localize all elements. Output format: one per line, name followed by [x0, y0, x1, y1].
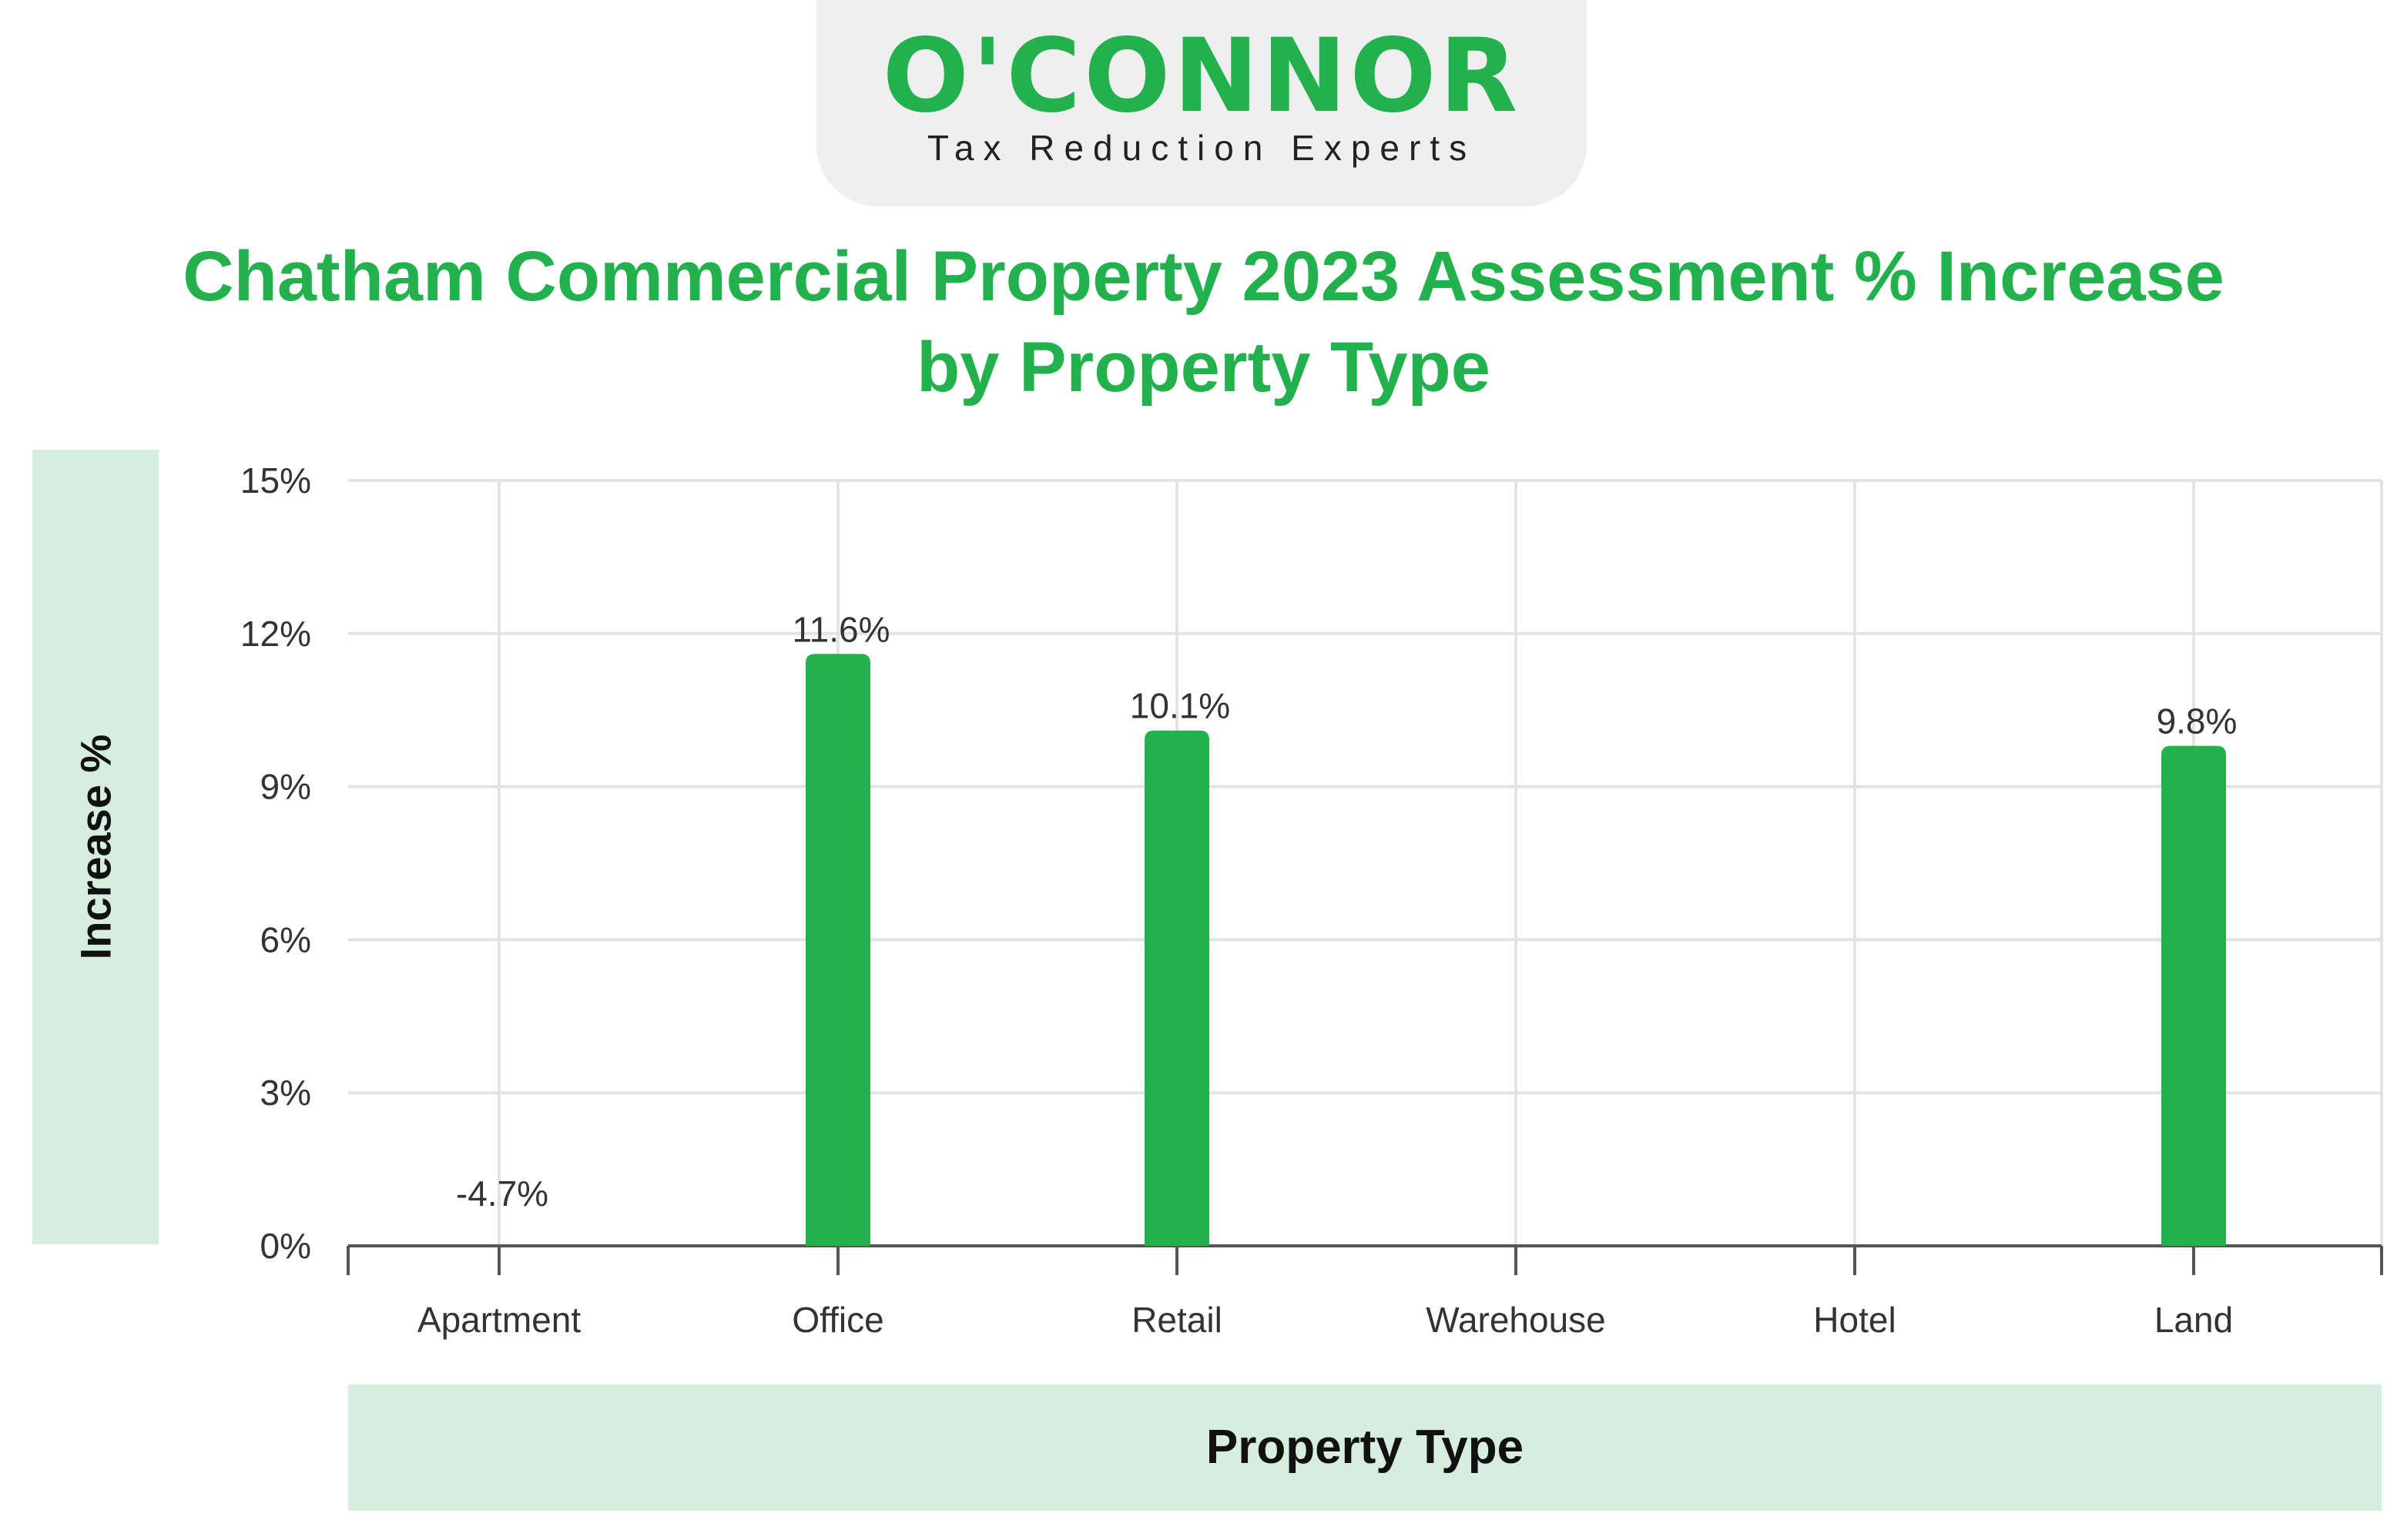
y-tick-label: 0%: [260, 1226, 311, 1266]
chart-title: Chatham Commercial Property 2023 Assessm…: [183, 237, 2224, 407]
bar: [1145, 730, 1209, 1246]
bar: [2161, 745, 2226, 1246]
y-tick-label: 12%: [240, 614, 311, 654]
logo-wordmark: O'CONNOR: [882, 17, 1521, 136]
x-tick-label: Retail: [1131, 1300, 1222, 1340]
y-axis-label-box: [32, 450, 159, 1244]
y-tick-label: 6%: [260, 919, 311, 959]
x-tick-label: Land: [2154, 1300, 2233, 1340]
x-tick-label: Warehouse: [1426, 1300, 1606, 1340]
x-axis-label-box: [348, 1384, 2382, 1511]
x-tick-label: Office: [792, 1300, 883, 1340]
x-tick-label: Apartment: [417, 1300, 581, 1340]
x-tick-label: Hotel: [1813, 1300, 1896, 1340]
bar: [806, 654, 870, 1246]
x-axis-label: Property Type: [1205, 1421, 1524, 1474]
y-tick-label: 3%: [260, 1073, 311, 1113]
bar-data-label: 10.1%: [1130, 686, 1230, 726]
bar-data-label: -4.7%: [456, 1173, 548, 1214]
y-tick-label: 15%: [240, 460, 311, 500]
logo-tagline: Tax Reduction Experts: [927, 128, 1477, 168]
bar-data-label: 9.8%: [2157, 701, 2238, 742]
logo: O'CONNOR Tax Reduction Experts: [816, 0, 1587, 206]
y-tick-label: 9%: [260, 767, 311, 807]
bar-data-label: 11.6%: [792, 609, 890, 649]
